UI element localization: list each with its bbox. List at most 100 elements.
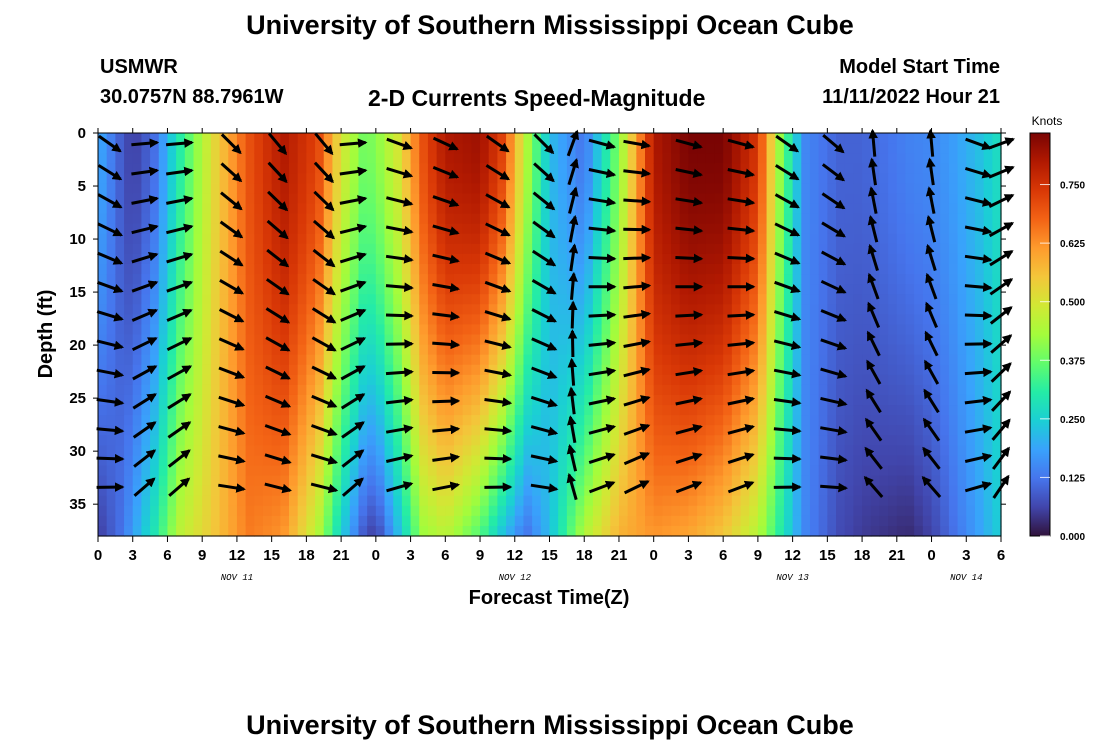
current-vector-arrow [97, 222, 124, 237]
heatmap-cell [870, 515, 881, 527]
heatmap-cell [480, 384, 490, 396]
heatmap-cell [141, 344, 151, 356]
heatmap-cell [914, 455, 924, 467]
heatmap-cell [124, 525, 134, 537]
current-vector-arrow [566, 129, 579, 157]
heatmap-cell [401, 243, 412, 255]
current-vector-arrow [432, 424, 461, 435]
heatmap-cell [480, 485, 490, 497]
heatmap-cell [705, 495, 716, 507]
heatmap-cell [809, 354, 820, 366]
heatmap-cell [532, 253, 542, 265]
heatmap-cell [514, 163, 525, 174]
heatmap-cell [888, 203, 898, 215]
heatmap-cell [514, 435, 525, 446]
heatmap-cell [306, 384, 316, 396]
heatmap-cell [974, 203, 985, 215]
heatmap-cell [870, 364, 881, 376]
heatmap-cell [297, 405, 307, 416]
heatmap-cell [193, 203, 203, 215]
heatmap-cell [723, 294, 733, 305]
heatmap-cell [558, 173, 568, 184]
heatmap-cell [966, 143, 976, 154]
heatmap-cell [757, 475, 768, 487]
heatmap-cell [809, 334, 820, 346]
heatmap-cell [349, 415, 360, 426]
heatmap-cell [566, 405, 577, 416]
heatmap-cell [662, 314, 672, 326]
current-vector-arrow [675, 480, 703, 494]
heatmap-cell [645, 445, 655, 456]
heatmap-cell [436, 153, 446, 164]
heatmap-cell [427, 475, 438, 487]
heatmap-cell [245, 304, 255, 315]
heatmap-cell [514, 415, 525, 426]
heatmap-cell [705, 394, 716, 406]
heatmap-cell [775, 405, 785, 416]
heatmap-cell [115, 213, 125, 225]
heatmap-cell [879, 515, 889, 527]
heatmap-cell [245, 425, 255, 436]
heatmap-cell [176, 435, 186, 446]
heatmap-cell [705, 475, 716, 487]
heatmap-cell [801, 465, 811, 477]
heatmap-cell [445, 324, 455, 336]
heatmap-cell [228, 304, 238, 315]
heatmap-cell [575, 435, 585, 446]
heatmap-cell [367, 505, 377, 517]
heatmap-cell [862, 334, 872, 346]
heatmap-cell [853, 485, 863, 497]
heatmap-cell [158, 314, 169, 326]
current-vector-arrow [867, 272, 880, 300]
heatmap-cell [723, 475, 733, 487]
heatmap-cell [540, 394, 551, 406]
heatmap-cell [870, 163, 881, 174]
current-vector-arrow [341, 421, 365, 439]
heatmap-cell [401, 525, 412, 537]
heatmap-cell [167, 505, 177, 517]
heatmap-cell [262, 515, 273, 527]
heatmap-cell [914, 465, 924, 477]
current-vector-arrow [313, 161, 334, 184]
heatmap-cell [783, 495, 794, 507]
current-vector-arrow [218, 425, 246, 436]
heatmap-cell [992, 394, 1002, 406]
heatmap-cell [818, 133, 828, 144]
heatmap-cell [740, 505, 750, 517]
heatmap-cell [176, 354, 186, 366]
heatmap-cell [453, 183, 464, 195]
heatmap-cell [688, 233, 698, 245]
heatmap-cell [115, 203, 125, 215]
heatmap-cell [627, 173, 637, 184]
heatmap-cell [627, 284, 637, 295]
heatmap-cell [427, 344, 438, 356]
heatmap-cell [584, 435, 594, 446]
heatmap-cell [827, 374, 837, 386]
heatmap-cell [262, 394, 273, 406]
heatmap-cell [992, 133, 1002, 144]
heatmap-cell [809, 344, 820, 356]
heatmap-cell [809, 324, 820, 336]
heatmap-cell [523, 274, 533, 285]
heatmap-cell [862, 435, 872, 446]
heatmap-cell [888, 485, 898, 497]
heatmap-cell [610, 485, 620, 497]
current-vector-arrow [166, 251, 194, 264]
heatmap-cell [714, 233, 724, 245]
heatmap-cell [124, 374, 134, 386]
heatmap-cell [592, 304, 603, 315]
heatmap-cell [384, 394, 394, 406]
heatmap-cell [132, 344, 143, 356]
heatmap-cell [150, 274, 160, 285]
heatmap-cell [914, 193, 924, 205]
heatmap-cell [566, 435, 577, 446]
heatmap-cell [844, 394, 854, 406]
heatmap-cell [940, 193, 950, 205]
heatmap-cell [558, 485, 568, 497]
heatmap-cell [775, 304, 785, 315]
heatmap-cell [645, 344, 655, 356]
current-vector-arrow [132, 421, 157, 439]
heatmap-cell [532, 153, 542, 164]
heatmap-cell [219, 304, 229, 315]
